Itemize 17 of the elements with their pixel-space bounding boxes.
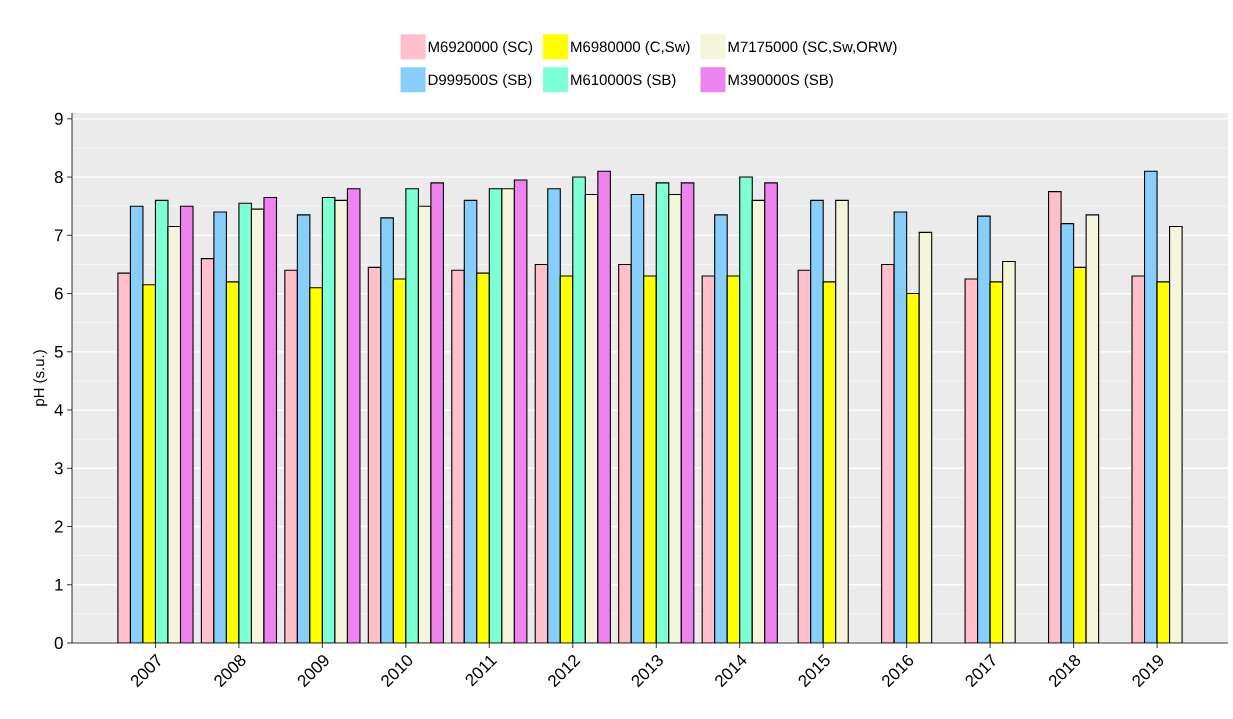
legend-label: M7175000 (SC,Sw,ORW) xyxy=(728,41,897,56)
y-tick-label: 9 xyxy=(54,112,63,125)
y-tick-label: 8 xyxy=(54,171,63,184)
legend-label: D999500S (SB) xyxy=(428,74,532,89)
y-tick-label: 5 xyxy=(54,345,63,358)
y-tick-label: 0 xyxy=(54,637,63,649)
legend-label: M6980000 (C,Sw) xyxy=(571,41,690,56)
legend-label: M610000S (SB) xyxy=(571,74,676,89)
legend-label: M390000S (SB) xyxy=(728,74,833,89)
legend-label: M6920000 (SC) xyxy=(428,41,533,56)
y-tick-label: 3 xyxy=(54,462,63,475)
y-axis-title: pH (s.u.) xyxy=(33,350,48,406)
y-tick-label: 4 xyxy=(54,404,63,416)
y-tick-label: 6 xyxy=(54,287,63,300)
y-tick-label: 1 xyxy=(55,578,63,591)
y-tick-label: 7 xyxy=(54,229,63,242)
y-tick-label: 2 xyxy=(54,520,63,533)
